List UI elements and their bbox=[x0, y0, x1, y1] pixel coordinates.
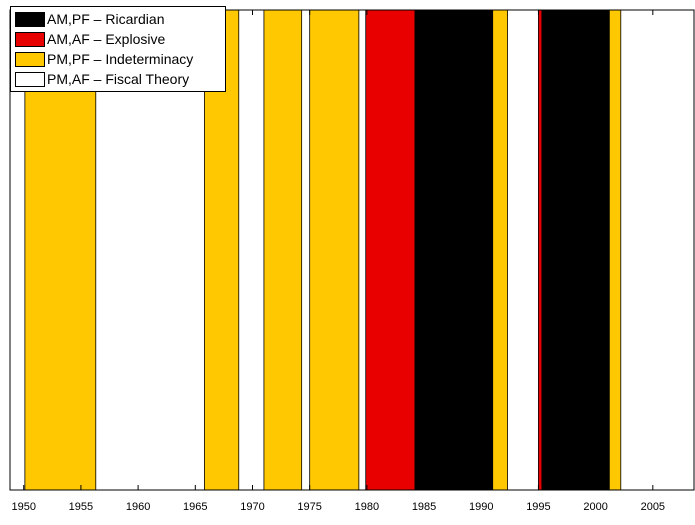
x-tick-label-2000: 2000 bbox=[583, 501, 607, 513]
x-tick-label-1985: 1985 bbox=[412, 501, 436, 513]
x-tick-label-2005: 2005 bbox=[641, 501, 665, 513]
x-tick-label-1975: 1975 bbox=[297, 501, 321, 513]
plot-frame bbox=[9, 9, 695, 491]
legend-swatch-fiscal-theory bbox=[15, 71, 45, 87]
x-axis: 1950 1955 1960 1965 1970 1975 1980 1985 1990 1995… bbox=[11, 10, 665, 513]
regime-band-am-af-7 bbox=[538, 10, 542, 490]
legend-label-ricardian: AM,PF – Ricardian bbox=[47, 11, 165, 27]
x-tick-label-1970: 1970 bbox=[240, 501, 264, 513]
legend-label-explosive: AM,AF – Explosive bbox=[47, 31, 166, 47]
legend-swatch-ricardian bbox=[15, 11, 45, 27]
x-tick-label-1980: 1980 bbox=[355, 501, 379, 513]
x-tick-label-1960: 1960 bbox=[126, 501, 150, 513]
legend-item-fiscal-theory: PM,AF – Fiscal Theory bbox=[15, 69, 225, 89]
regime-band-pm-pf-6 bbox=[492, 10, 508, 490]
x-tick-label-1995: 1995 bbox=[526, 501, 550, 513]
regime-band-pm-pf-3 bbox=[309, 10, 359, 490]
regime-band-am-pf-5 bbox=[414, 10, 493, 490]
x-tick-label-1990: 1990 bbox=[469, 501, 493, 513]
regime-band-pm-pf-9 bbox=[609, 10, 621, 490]
regime-band-am-af-4 bbox=[365, 10, 415, 490]
legend-item-ricardian: AM,PF – Ricardian bbox=[15, 9, 225, 29]
legend-label-fiscal-theory: PM,AF – Fiscal Theory bbox=[47, 71, 190, 87]
legend: AM,PF – Ricardian AM,AF – Explosive PM,P… bbox=[10, 6, 226, 92]
regime-band-pm-pf-2 bbox=[263, 10, 302, 490]
x-tick-label-1955: 1955 bbox=[69, 501, 93, 513]
x-tick-label-1950: 1950 bbox=[11, 501, 35, 513]
regime-band-am-pf-8 bbox=[541, 10, 610, 490]
legend-swatch-explosive bbox=[15, 31, 45, 47]
legend-item-explosive: AM,AF – Explosive bbox=[15, 29, 225, 49]
legend-item-indeterminacy: PM,PF – Indeterminacy bbox=[15, 49, 225, 69]
legend-swatch-indeterminacy bbox=[15, 51, 45, 67]
legend-label-indeterminacy: PM,PF – Indeterminacy bbox=[47, 51, 194, 67]
x-tick-label-1965: 1965 bbox=[183, 501, 207, 513]
